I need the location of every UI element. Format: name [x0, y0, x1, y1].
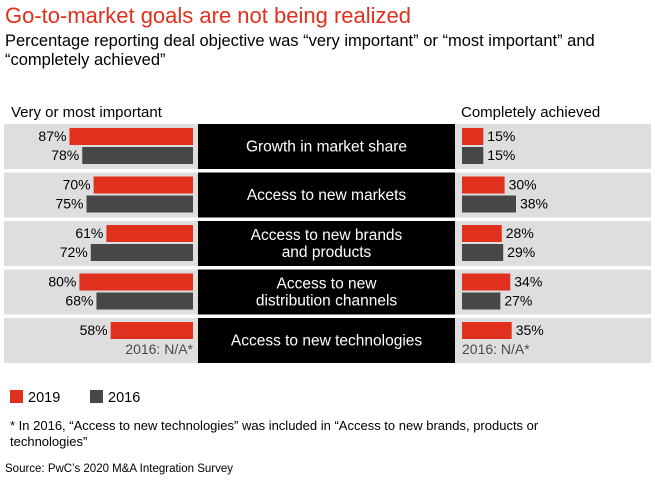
row-4-right-value-2016: 27%	[504, 293, 532, 309]
row-3-category-background	[198, 221, 455, 266]
row-2-left-value-2016: 75%	[55, 196, 83, 212]
row-4-category-label-line-1: Access to new	[277, 276, 378, 293]
row-5-category-label: Access to new technologies	[231, 333, 423, 350]
legend-item-2016: 2016	[90, 390, 140, 406]
row-3-right-bar-2016	[462, 244, 504, 261]
row-4-category-background	[198, 269, 455, 315]
legend-swatch-2019	[10, 390, 23, 403]
row-1-right-bar-2019	[462, 128, 484, 145]
legend-item-2019: 2019	[10, 390, 60, 406]
row-4-right-bar-2016	[462, 292, 501, 310]
row-1-right-value-2016: 15%	[487, 147, 515, 163]
row-4-category-label-line-2: distribution channels	[256, 293, 398, 310]
row-2-right-bar-2016	[462, 195, 516, 213]
row-3-category-label-line-2: and products	[282, 244, 372, 261]
legend-swatch-2016	[90, 390, 103, 403]
row-1-category-label: Growth in market share	[246, 139, 407, 156]
row-4-right-value-2019: 34%	[514, 274, 542, 290]
row-4-left-value-2016: 68%	[65, 293, 93, 309]
row-5-left-bar-2019	[110, 322, 193, 339]
row-4-left-bar-2019	[79, 273, 193, 291]
footnote: * In 2016, “Access to new technologies” …	[10, 418, 539, 449]
chart-subtitle: Percentage reporting deal objective was …	[5, 32, 595, 69]
row-1-left-value-2016: 78%	[51, 147, 79, 163]
row-2-left-bar-2019	[93, 176, 193, 194]
row-3-right-value-2019: 28%	[506, 225, 534, 241]
row-2-category-label: Access to new markets	[247, 187, 407, 204]
row-5-category-background	[198, 318, 455, 363]
row-2-right-value-2019: 30%	[509, 177, 537, 193]
row-4-right-bar-2019	[462, 273, 511, 291]
row-4-left-bar-2016	[96, 292, 193, 310]
row-3-category-label-line-1: Access to new brands	[251, 227, 403, 244]
legend-label-2016: 2016	[108, 390, 141, 406]
row-3-right-value-2016: 29%	[507, 244, 535, 260]
row-3-right-bar-2019	[462, 225, 502, 242]
row-1-category-background	[198, 124, 455, 169]
row-5-right-na-note: 2016: N/A*	[462, 341, 530, 357]
row-3-left-value-2019: 61%	[75, 225, 103, 241]
row-3-left-bar-2016	[90, 244, 193, 261]
chart-title: Go-to-market goals are not being realize…	[5, 3, 411, 28]
legend-label-2019: 2019	[28, 390, 61, 406]
row-1-left-value-2019: 87%	[38, 128, 66, 144]
row-1-left-bar-2016	[82, 147, 193, 164]
row-5-left-value-2019: 58%	[80, 322, 108, 338]
row-2-left-bar-2016	[86, 195, 193, 213]
row-3-left-value-2016: 72%	[60, 244, 88, 260]
row-2-right-bar-2019	[462, 176, 505, 194]
row-3-left-bar-2019	[106, 225, 193, 242]
row-5-left-na-note: 2016: N/A*	[125, 341, 193, 357]
row-5-right-value-2019: 35%	[516, 322, 544, 338]
row-2-left-value-2019: 70%	[63, 177, 91, 193]
row-5-right-bar-2019	[462, 322, 512, 339]
source-note: Source: PwC’s 2020 M&A Integration Surve…	[5, 463, 233, 475]
row-2-category-background	[198, 172, 455, 218]
row-1-right-bar-2016	[462, 147, 484, 164]
row-4-left-value-2019: 80%	[48, 274, 76, 290]
row-2-right-value-2016: 38%	[520, 196, 548, 212]
left-panel-title: Very or most important	[11, 104, 162, 121]
row-1-right-background	[455, 124, 651, 169]
row-1-left-bar-2019	[69, 128, 193, 145]
right-panel-title: Completely achieved	[461, 104, 601, 121]
row-1-right-value-2019: 15%	[487, 128, 515, 144]
